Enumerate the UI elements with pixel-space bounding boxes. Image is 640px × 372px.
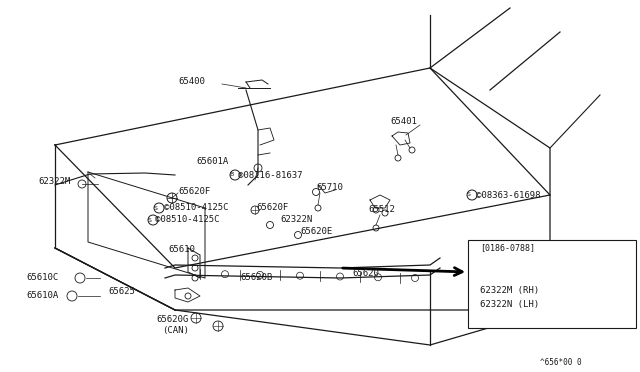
Text: 65710: 65710 — [316, 183, 343, 192]
Text: 65620B: 65620B — [240, 273, 272, 282]
Text: 65620F: 65620F — [256, 203, 288, 212]
Text: ©08510-4125C: ©08510-4125C — [164, 202, 228, 212]
Text: 62322M: 62322M — [38, 177, 70, 186]
Bar — [468, 240, 636, 328]
Text: ©08510-4125C: ©08510-4125C — [155, 215, 220, 224]
Text: 65401: 65401 — [390, 118, 417, 126]
Text: S: S — [467, 192, 471, 198]
Text: 65620G: 65620G — [156, 315, 188, 324]
Text: 65620F: 65620F — [178, 187, 211, 196]
Text: (CAN): (CAN) — [162, 326, 189, 334]
Text: S: S — [148, 218, 152, 222]
Text: 65620: 65620 — [352, 269, 379, 278]
Text: [0186-0788]: [0186-0788] — [480, 244, 535, 253]
Text: 65601A: 65601A — [196, 157, 228, 167]
Text: 65620E: 65620E — [300, 228, 332, 237]
Text: B: B — [230, 173, 234, 177]
Text: 62322M (RH): 62322M (RH) — [480, 285, 539, 295]
Text: 65512: 65512 — [368, 205, 395, 215]
Text: 62322N (LH): 62322N (LH) — [480, 301, 539, 310]
Text: 65400: 65400 — [178, 77, 205, 87]
Text: 62322N: 62322N — [280, 215, 312, 224]
Text: 65610C: 65610C — [26, 273, 58, 282]
Text: 65610: 65610 — [168, 246, 195, 254]
Text: 65610A: 65610A — [26, 292, 58, 301]
Text: 65625: 65625 — [108, 288, 135, 296]
Text: ®08116-81637: ®08116-81637 — [238, 170, 303, 180]
Text: ©08363-61698: ©08363-61698 — [476, 190, 541, 199]
Text: ^656*00 0: ^656*00 0 — [540, 358, 582, 367]
Text: S: S — [154, 205, 158, 211]
